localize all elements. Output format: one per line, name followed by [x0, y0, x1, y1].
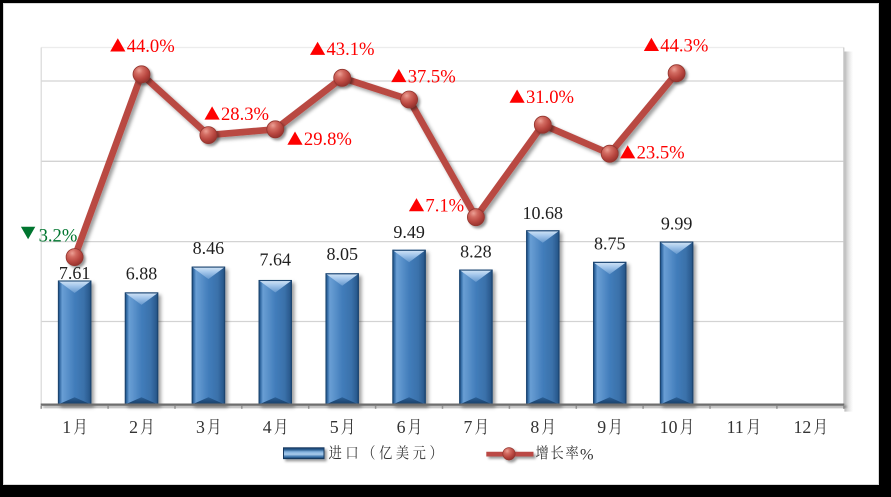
svg-text:5: 5 [330, 417, 339, 437]
svg-text:7.61: 7.61 [59, 263, 91, 283]
svg-text:8: 8 [530, 417, 539, 437]
svg-text:7.64: 7.64 [260, 250, 292, 270]
svg-text:9: 9 [597, 417, 606, 437]
svg-text:11: 11 [727, 417, 744, 437]
svg-text:4: 4 [263, 417, 272, 437]
svg-text:1: 1 [62, 417, 71, 437]
svg-text:3.2%: 3.2% [39, 225, 78, 246]
svg-text:6.88: 6.88 [126, 263, 158, 283]
svg-text:3: 3 [196, 417, 205, 437]
svg-text:43.1%: 43.1% [327, 39, 375, 60]
svg-text:29.8%: 29.8% [304, 129, 352, 150]
svg-text:9.99: 9.99 [661, 213, 693, 233]
svg-text:8.46: 8.46 [193, 238, 225, 258]
svg-text:8.75: 8.75 [594, 234, 626, 254]
svg-text:44.3%: 44.3% [660, 35, 708, 56]
svg-text:12: 12 [794, 417, 812, 437]
svg-text:10.68: 10.68 [523, 203, 564, 223]
svg-text:23.5%: 23.5% [637, 143, 685, 164]
svg-text:7: 7 [464, 417, 473, 437]
svg-text:37.5%: 37.5% [408, 66, 456, 87]
svg-text:2: 2 [129, 417, 138, 437]
svg-text:7.1%: 7.1% [425, 196, 464, 217]
svg-text:6: 6 [397, 417, 406, 437]
svg-text:28.3%: 28.3% [221, 104, 269, 125]
svg-text:8.05: 8.05 [326, 244, 358, 264]
svg-text:8.28: 8.28 [460, 241, 492, 261]
svg-text:%: % [580, 444, 594, 463]
svg-text:10: 10 [660, 417, 678, 437]
svg-text:9.49: 9.49 [393, 222, 425, 242]
svg-text:44.0%: 44.0% [127, 36, 175, 57]
svg-text:31.0%: 31.0% [526, 87, 574, 108]
